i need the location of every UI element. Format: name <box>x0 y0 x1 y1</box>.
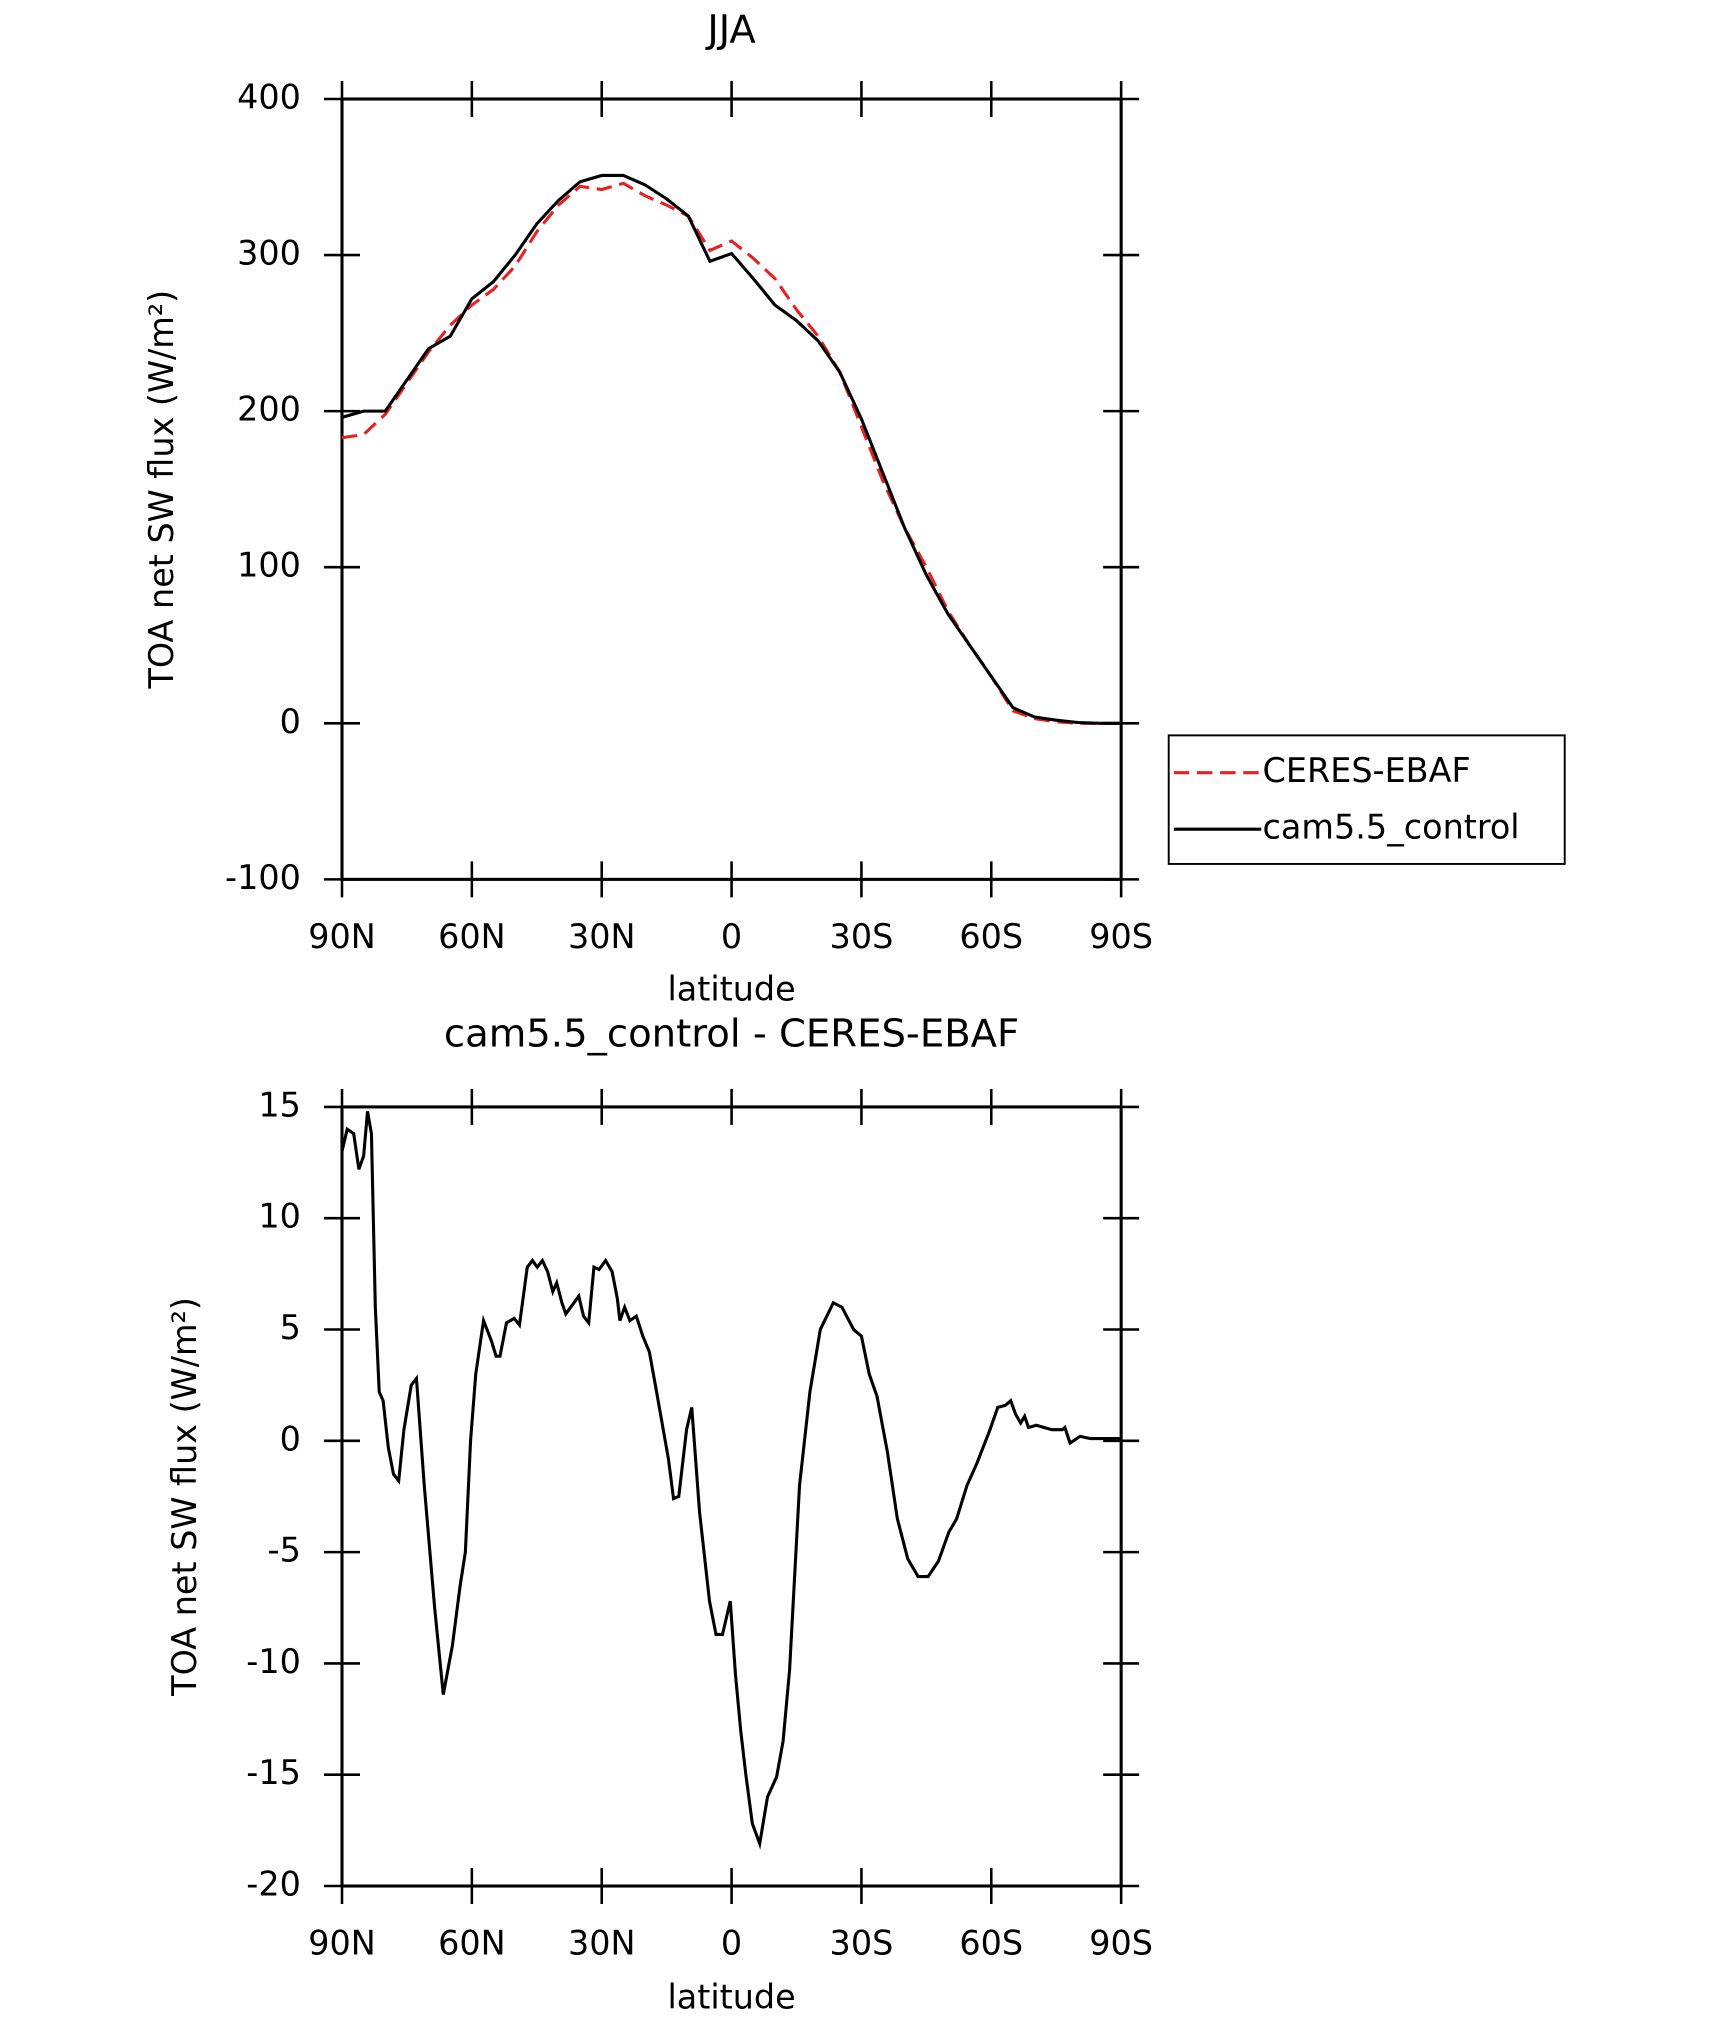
y-tick-label: -5 <box>268 1531 301 1570</box>
data-line <box>340 1111 1122 1850</box>
legend-label: CERES-EBAF <box>1263 751 1471 790</box>
x-tick-label: 60N <box>438 917 506 956</box>
y-tick-label: -100 <box>225 858 301 897</box>
y-tick-label: 200 <box>237 390 301 429</box>
x-tick-label: 0 <box>721 917 742 956</box>
y-tick-label: 0 <box>280 1419 301 1458</box>
y-tick-label: 15 <box>258 1085 301 1124</box>
x-tick-label: 90S <box>1089 1924 1153 1963</box>
x-tick-label: 90N <box>308 1924 376 1963</box>
y-tick-label: 10 <box>258 1197 301 1236</box>
x-tick-label: 0 <box>721 1924 742 1963</box>
legend-label: cam5.5_control <box>1263 808 1520 847</box>
x-tick-label: 60N <box>438 1924 506 1963</box>
y-axis-label: TOA net SW flux (W/m²) <box>142 290 181 690</box>
x-tick-label: 60S <box>959 917 1023 956</box>
x-axis-label: latitude <box>667 1978 795 2017</box>
x-tick-label: 90N <box>308 917 376 956</box>
plot-frame <box>340 1105 1123 1888</box>
chart-title: cam5.5_control - CERES-EBAF <box>444 1012 1019 1057</box>
y-tick-label: 400 <box>237 77 301 116</box>
y-tick-label: 300 <box>237 234 301 273</box>
y-axis-label: TOA net SW flux (W/m²) <box>165 1297 204 1697</box>
data-line <box>341 173 1122 725</box>
x-tick-label: 90S <box>1089 917 1153 956</box>
x-tick-label: 30S <box>830 917 894 956</box>
y-tick-label: -15 <box>246 1753 301 1792</box>
y-tick-label: 0 <box>280 702 301 741</box>
y-tick-label: -10 <box>246 1642 301 1681</box>
data-line <box>341 181 1122 725</box>
y-tick-label: 100 <box>237 546 301 585</box>
x-axis-label: latitude <box>667 970 795 1009</box>
x-tick-label: 30N <box>568 1924 636 1963</box>
chart-title: JJA <box>705 8 756 53</box>
plot-frame <box>340 97 1123 881</box>
y-tick-label: -20 <box>246 1865 301 1904</box>
x-tick-label: 30N <box>568 917 636 956</box>
x-tick-label: 60S <box>959 1924 1023 1963</box>
y-tick-label: 5 <box>280 1308 301 1347</box>
x-tick-label: 30S <box>830 1924 894 1963</box>
legend-box <box>1167 734 1566 865</box>
